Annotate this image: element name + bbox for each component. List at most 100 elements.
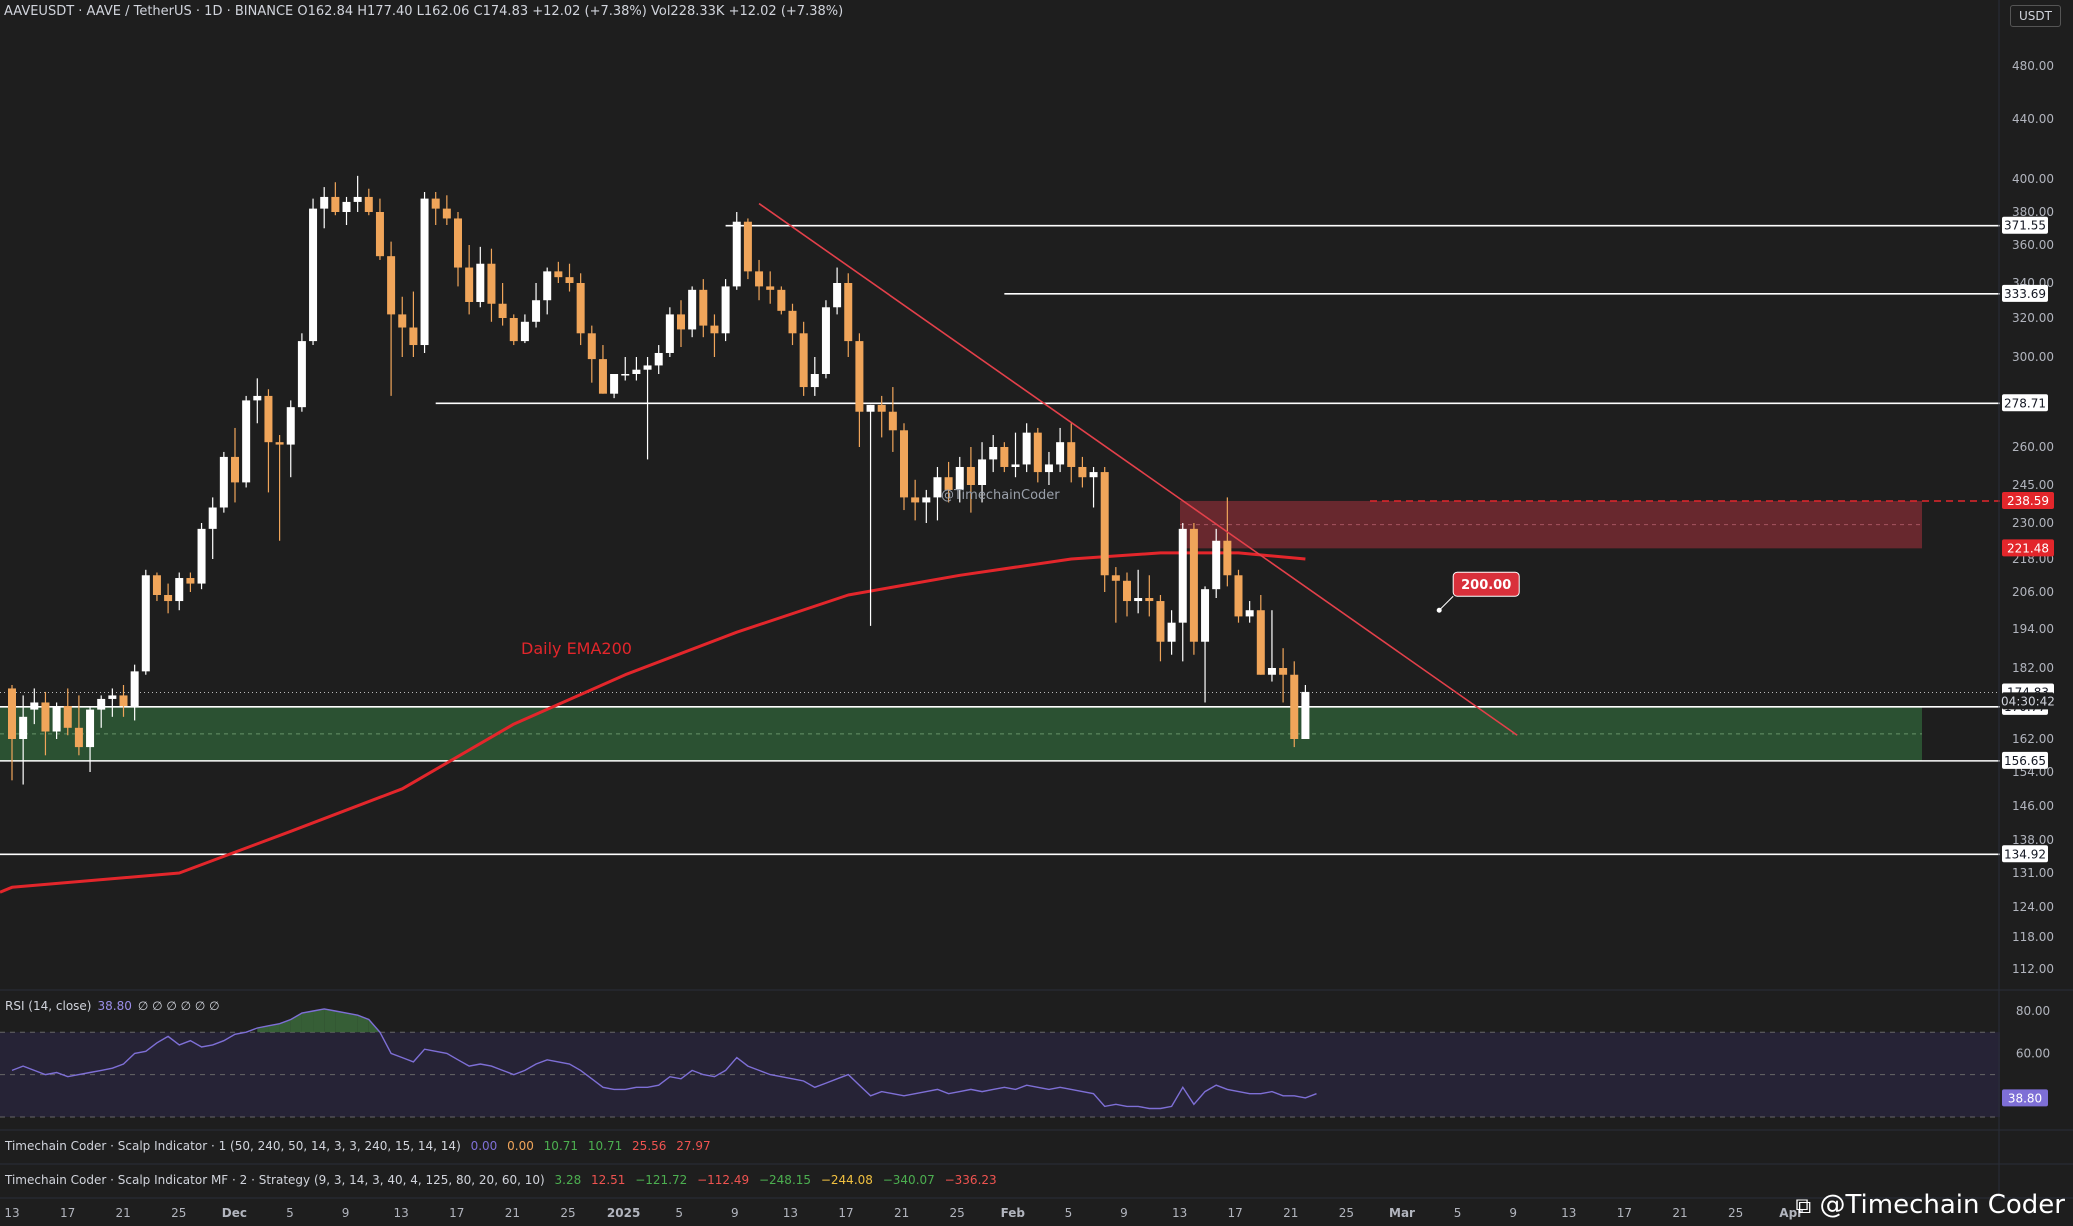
x-tick-label: 13 xyxy=(1561,1206,1576,1220)
candle-body xyxy=(1056,442,1065,465)
scalp2-v1: 12.51 xyxy=(591,1173,626,1187)
currency-unit-button[interactable]: USDT xyxy=(2010,5,2061,27)
candle-body xyxy=(1089,472,1098,478)
candle-body xyxy=(1178,528,1187,623)
x-tick-label: 25 xyxy=(1339,1206,1354,1220)
candle-body xyxy=(844,283,853,342)
x-tick-label: Apr xyxy=(1779,1206,1803,1220)
candle-body xyxy=(108,695,117,699)
candle-body xyxy=(30,702,39,710)
rsi-value: 38.80 xyxy=(97,999,132,1013)
price-tag xyxy=(2002,692,2054,710)
candle-body xyxy=(732,221,741,287)
y-tick-label: 112.00 xyxy=(2012,962,2054,976)
symbol-title[interactable]: AAVEUSDT · AAVE / TetherUS · 1D · BINANC… xyxy=(4,4,294,19)
level-tag-label: 333.69 xyxy=(2004,287,2046,301)
level-tag-label: 278.71 xyxy=(2004,396,2046,410)
candle-body xyxy=(509,318,518,342)
price-tags: 371.55333.69278.71170.77156.65134.92238.… xyxy=(2001,216,2055,1107)
candle-body xyxy=(643,365,652,370)
candle-body xyxy=(186,578,195,584)
candle-body xyxy=(922,497,931,503)
scalp2-legend[interactable]: Timechain Coder · Scalp Indicator MF · 2… xyxy=(5,1173,1003,1187)
level-tag-label: 371.55 xyxy=(2004,219,2046,233)
candle-body xyxy=(743,221,752,272)
candle-body xyxy=(1290,674,1299,739)
y-tick-label: 245.00 xyxy=(2012,478,2054,492)
scalp1-v3: 10.71 xyxy=(587,1139,623,1153)
candle-body xyxy=(598,359,607,394)
price-axis[interactable]: 480.00440.00400.00380.00360.00340.00320.… xyxy=(1998,0,2054,1198)
scalp1-v0: 0.00 xyxy=(470,1139,498,1153)
candle-body xyxy=(264,395,273,443)
y-tick-label: 380.00 xyxy=(2012,205,2054,219)
candle-body xyxy=(1111,575,1120,581)
close-value: C174.83 xyxy=(473,4,529,19)
candle-body xyxy=(888,411,897,431)
candle-body xyxy=(777,289,786,311)
y-tick-label: 124.00 xyxy=(2012,900,2054,914)
candle-body xyxy=(152,575,161,595)
ema200-line xyxy=(0,551,1306,894)
candle-body xyxy=(63,706,72,728)
scalp1-v1: 0.00 xyxy=(507,1139,534,1153)
scalp1-legend[interactable]: Timechain Coder · Scalp Indicator · 1 (5… xyxy=(5,1139,717,1153)
x-tick-label: 25 xyxy=(1728,1206,1743,1220)
candles-layer xyxy=(8,175,1310,785)
symbol-header[interactable]: AAVEUSDT · AAVE / TetherUS · 1D · BINANC… xyxy=(4,4,843,19)
candle-body xyxy=(1044,464,1053,473)
rsi-legend[interactable]: RSI (14, close) 38.80 ∅ ∅ ∅ ∅ ∅ ∅ xyxy=(5,999,226,1013)
time-axis[interactable]: 13 17 21 25 Dec 5 9 13 17 21 25 2025 5 9 13 17 21 25 Feb 5 9… xyxy=(4,1206,1803,1220)
candle-body xyxy=(286,407,295,445)
candle-body xyxy=(331,196,340,212)
candle-body xyxy=(810,373,819,388)
rsi-tag-label: 38.80 xyxy=(2008,1091,2042,1105)
level-tag-label: 156.65 xyxy=(2004,754,2046,768)
candle-body xyxy=(8,688,16,739)
candle-body xyxy=(565,277,574,283)
candle-body xyxy=(297,341,306,408)
candle-body xyxy=(41,702,50,732)
rsi-tick-label: 80.00 xyxy=(2016,1004,2050,1018)
candle-body xyxy=(1301,691,1310,739)
y-tick-label: 162.00 xyxy=(2012,732,2054,746)
scalp1-v2: 10.71 xyxy=(543,1139,579,1153)
candle-body xyxy=(610,373,619,394)
x-tick-label: Feb xyxy=(1001,1206,1026,1220)
candle-body xyxy=(866,404,875,412)
x-tick-label: Dec xyxy=(222,1206,247,1220)
candle-body xyxy=(342,201,351,212)
candle-body xyxy=(420,198,429,346)
y-tick-label: 320.00 xyxy=(2012,311,2054,325)
candle-body xyxy=(821,307,830,374)
candle-body xyxy=(219,456,228,508)
price-tag-label: 04:30:42 xyxy=(2001,694,2055,708)
candle-body xyxy=(520,321,529,342)
center-watermark: @TimechainCoder xyxy=(941,488,1060,503)
price-tag xyxy=(2002,491,2054,509)
candle-body xyxy=(900,430,908,498)
level-tag xyxy=(2002,394,2048,412)
x-tick-label: 25 xyxy=(560,1206,575,1220)
scalp2-v6: −340.07 xyxy=(882,1173,935,1187)
candle-body xyxy=(86,709,95,748)
candle-body xyxy=(1011,464,1020,467)
candle-body xyxy=(833,283,842,308)
x-tick-label: 5 xyxy=(1065,1206,1073,1220)
y-tick-label: 131.00 xyxy=(2012,866,2054,880)
candle-body xyxy=(788,310,797,334)
y-tick-label: 480.00 xyxy=(2012,59,2054,73)
x-tick-label: 25 xyxy=(171,1206,186,1220)
brand-logo-icon: ⧉ xyxy=(1795,1194,1812,1219)
rsi-overbought-fill xyxy=(357,1015,369,1033)
candle-body xyxy=(1189,528,1198,642)
x-tick-label: 17 xyxy=(1228,1206,1243,1220)
x-tick-label: 17 xyxy=(60,1206,75,1220)
candle-body xyxy=(978,459,987,485)
candle-body xyxy=(320,196,329,209)
candle-body xyxy=(1245,610,1254,617)
candle-body xyxy=(1279,668,1288,675)
x-tick-label: 13 xyxy=(4,1206,19,1220)
x-tick-label: 21 xyxy=(894,1206,909,1220)
